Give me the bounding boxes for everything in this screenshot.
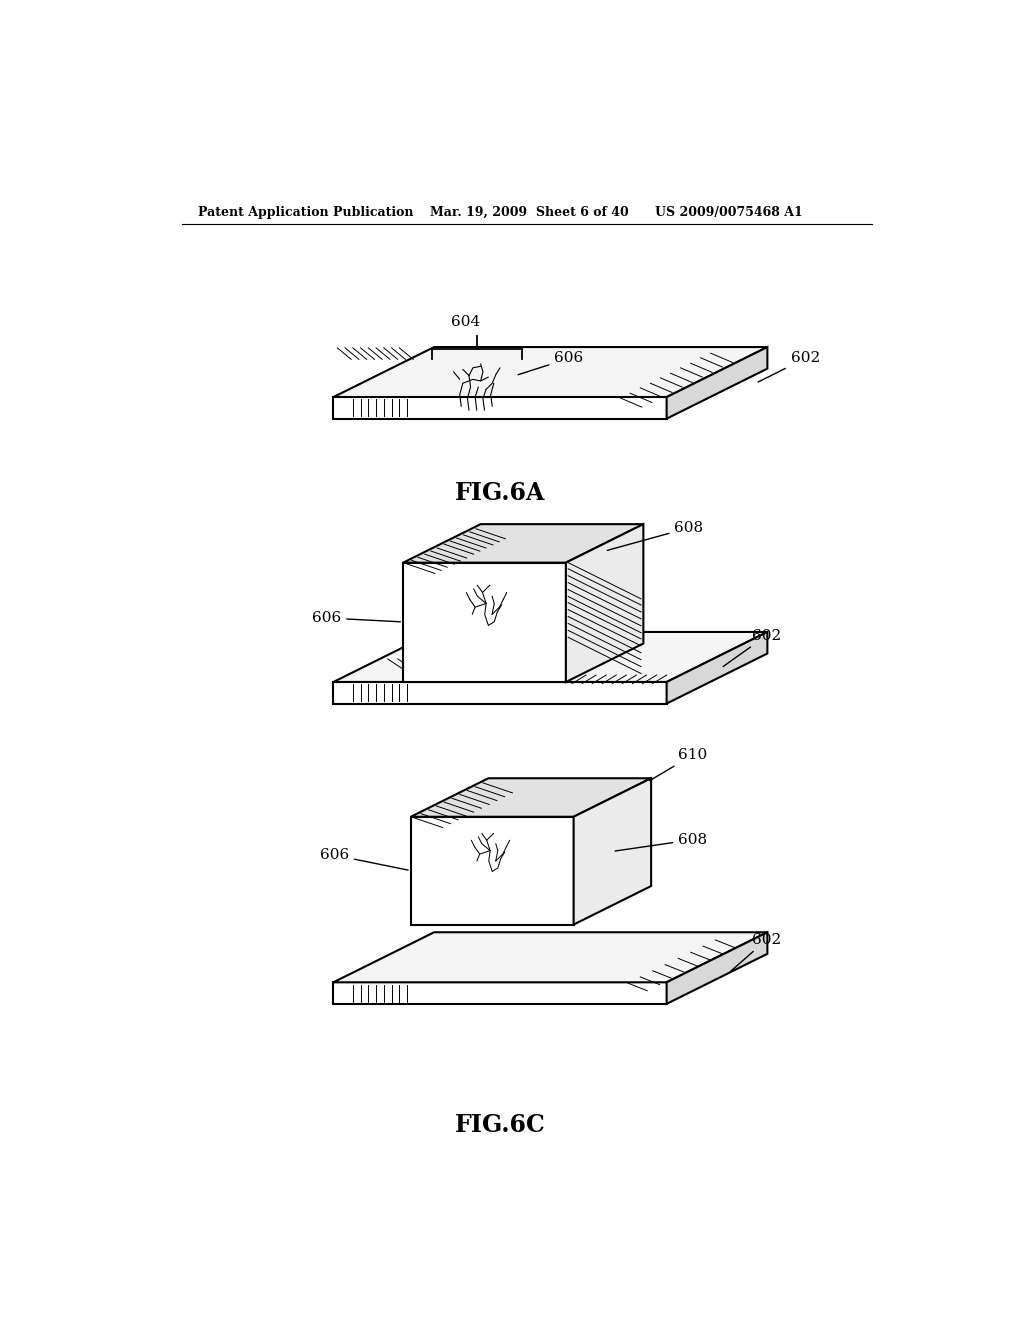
Text: 606: 606 bbox=[518, 351, 584, 375]
Polygon shape bbox=[334, 982, 667, 1003]
Polygon shape bbox=[403, 524, 643, 562]
Polygon shape bbox=[334, 682, 667, 704]
Text: 602: 602 bbox=[731, 933, 781, 972]
Polygon shape bbox=[411, 779, 651, 817]
Polygon shape bbox=[334, 397, 667, 418]
Polygon shape bbox=[334, 932, 767, 982]
Text: 604: 604 bbox=[451, 315, 480, 330]
Text: Mar. 19, 2009  Sheet 6 of 40: Mar. 19, 2009 Sheet 6 of 40 bbox=[430, 206, 629, 219]
Text: 608: 608 bbox=[615, 833, 708, 851]
Text: 602: 602 bbox=[723, 628, 781, 667]
Text: 606: 606 bbox=[312, 611, 400, 624]
Polygon shape bbox=[667, 347, 767, 418]
Polygon shape bbox=[334, 632, 767, 682]
Polygon shape bbox=[566, 524, 643, 682]
Polygon shape bbox=[411, 817, 573, 924]
Polygon shape bbox=[334, 347, 767, 397]
Polygon shape bbox=[667, 632, 767, 704]
Text: 608: 608 bbox=[607, 521, 703, 550]
Text: US 2009/0075468 A1: US 2009/0075468 A1 bbox=[655, 206, 803, 219]
Text: 610: 610 bbox=[649, 748, 708, 780]
Text: Patent Application Publication: Patent Application Publication bbox=[198, 206, 414, 219]
Text: FIG.6C: FIG.6C bbox=[455, 1113, 546, 1137]
Polygon shape bbox=[667, 932, 767, 1003]
Polygon shape bbox=[573, 779, 651, 924]
Text: FIG.6B: FIG.6B bbox=[454, 805, 546, 829]
Polygon shape bbox=[403, 562, 566, 682]
Text: FIG.6A: FIG.6A bbox=[455, 482, 545, 506]
Text: 602: 602 bbox=[758, 351, 820, 381]
Text: 606: 606 bbox=[319, 849, 409, 870]
